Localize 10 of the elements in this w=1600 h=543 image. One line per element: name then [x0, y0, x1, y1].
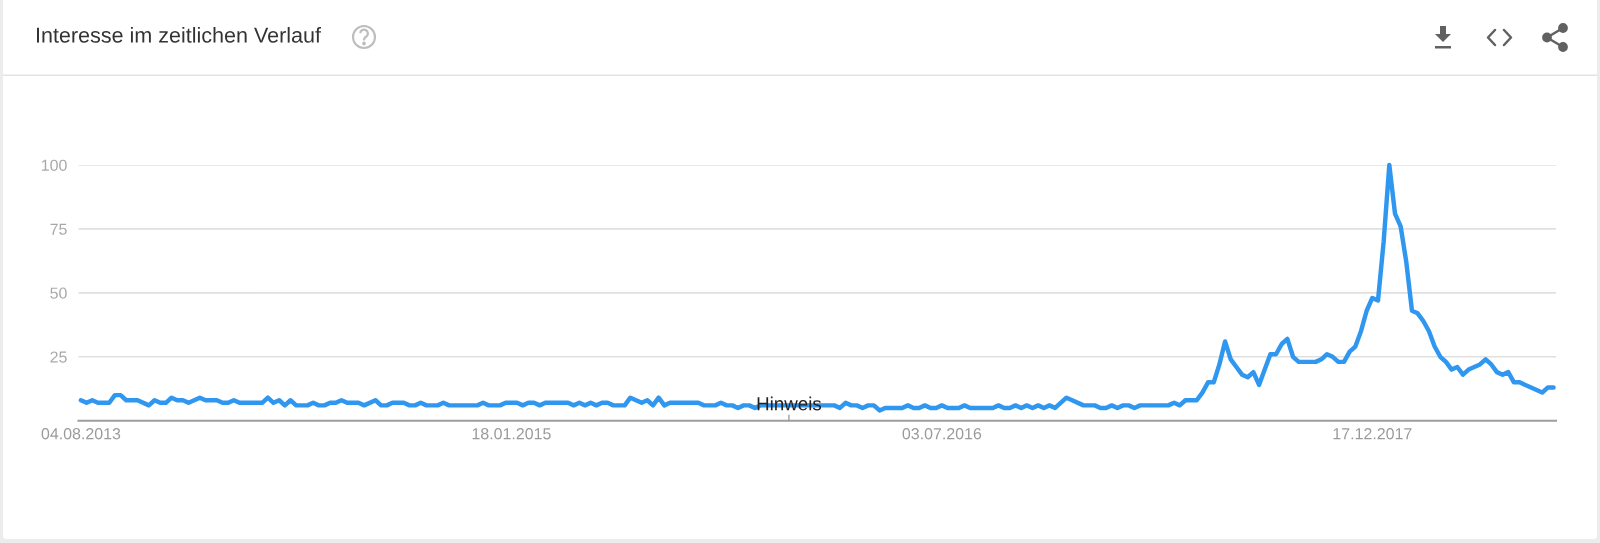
x-tick-label: 03.07.2016 — [902, 428, 982, 440]
x-tick-label: 04.08.2013 — [41, 428, 121, 440]
x-tick-label: 18.01.2015 — [472, 428, 551, 440]
y-tick-label: 100 — [41, 159, 67, 171]
y-tick-label: 25 — [50, 351, 67, 363]
y-tick-label: 50 — [50, 287, 67, 299]
chart-title: Interesse im zeitlichen Verlauf — [36, 26, 322, 43]
y-tick-label: 75 — [50, 223, 67, 235]
x-tick-label: 17.12.2017 — [1333, 428, 1412, 440]
line-series — [78, 162, 1556, 413]
